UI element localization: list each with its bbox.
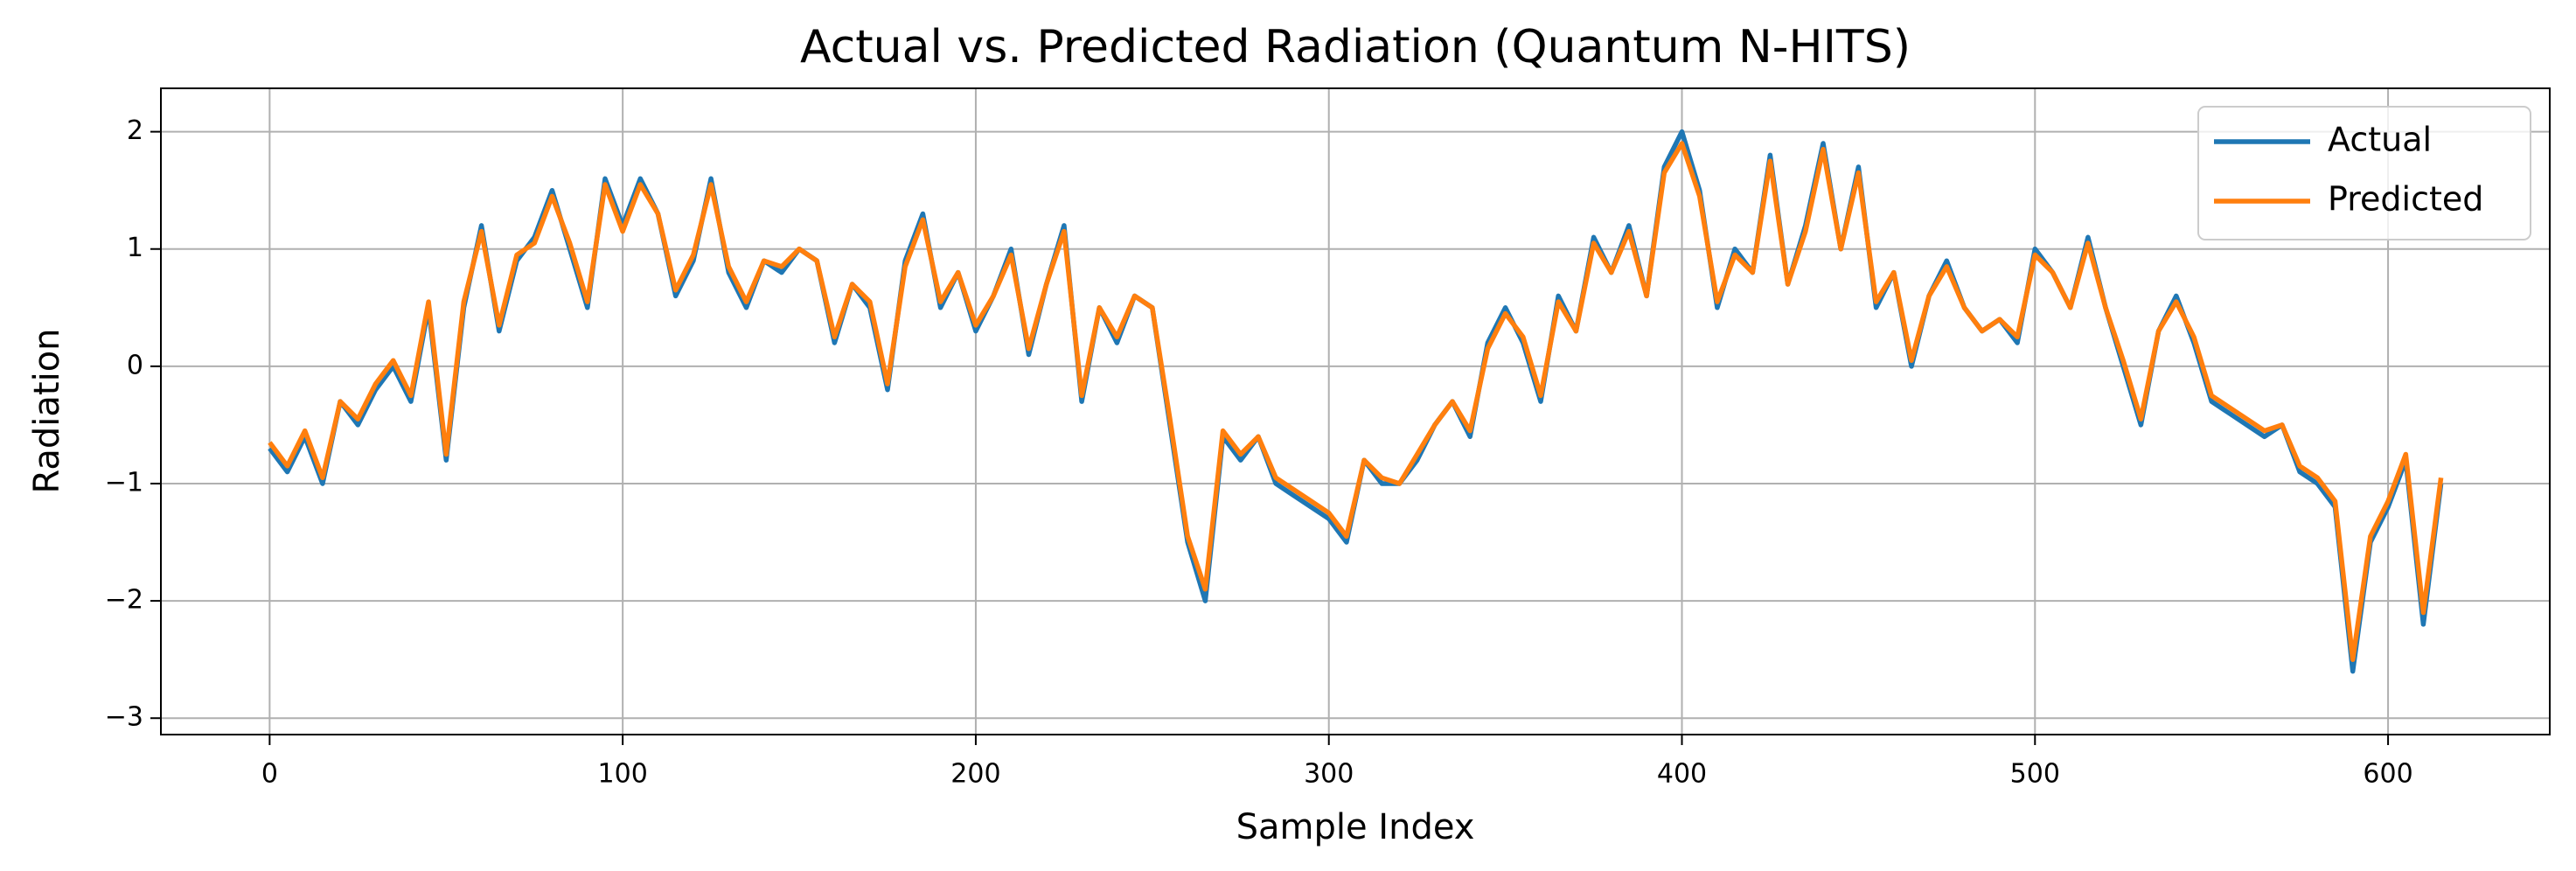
series-line (268, 129, 2444, 674)
x-tick-label: 500 (2010, 759, 2060, 790)
plot-frame (160, 87, 2551, 735)
y-axis-label: Radiation (27, 328, 67, 493)
y-tick-label: −2 (105, 585, 143, 616)
x-tick-label: 100 (598, 759, 648, 790)
y-tick-label: −1 (105, 467, 143, 498)
x-tick-label: 0 (261, 759, 278, 790)
x-tick-label: 400 (1657, 759, 1707, 790)
legend-label: Predicted (2328, 180, 2483, 219)
y-tick-label: 1 (127, 233, 143, 263)
chart-title: Actual vs. Predicted Radiation (Quantum … (800, 21, 1911, 73)
series-line (268, 141, 2444, 662)
x-axis-label: Sample Index (1236, 807, 1475, 847)
legend-label: Actual (2328, 121, 2432, 159)
y-tick-label: 0 (127, 350, 143, 380)
y-tick-label: 2 (127, 115, 143, 146)
x-tick-label: 600 (2363, 759, 2412, 790)
x-tick-label: 300 (1304, 759, 1354, 790)
x-tick-label: 200 (950, 759, 1000, 790)
y-tick-label: −3 (105, 702, 143, 733)
